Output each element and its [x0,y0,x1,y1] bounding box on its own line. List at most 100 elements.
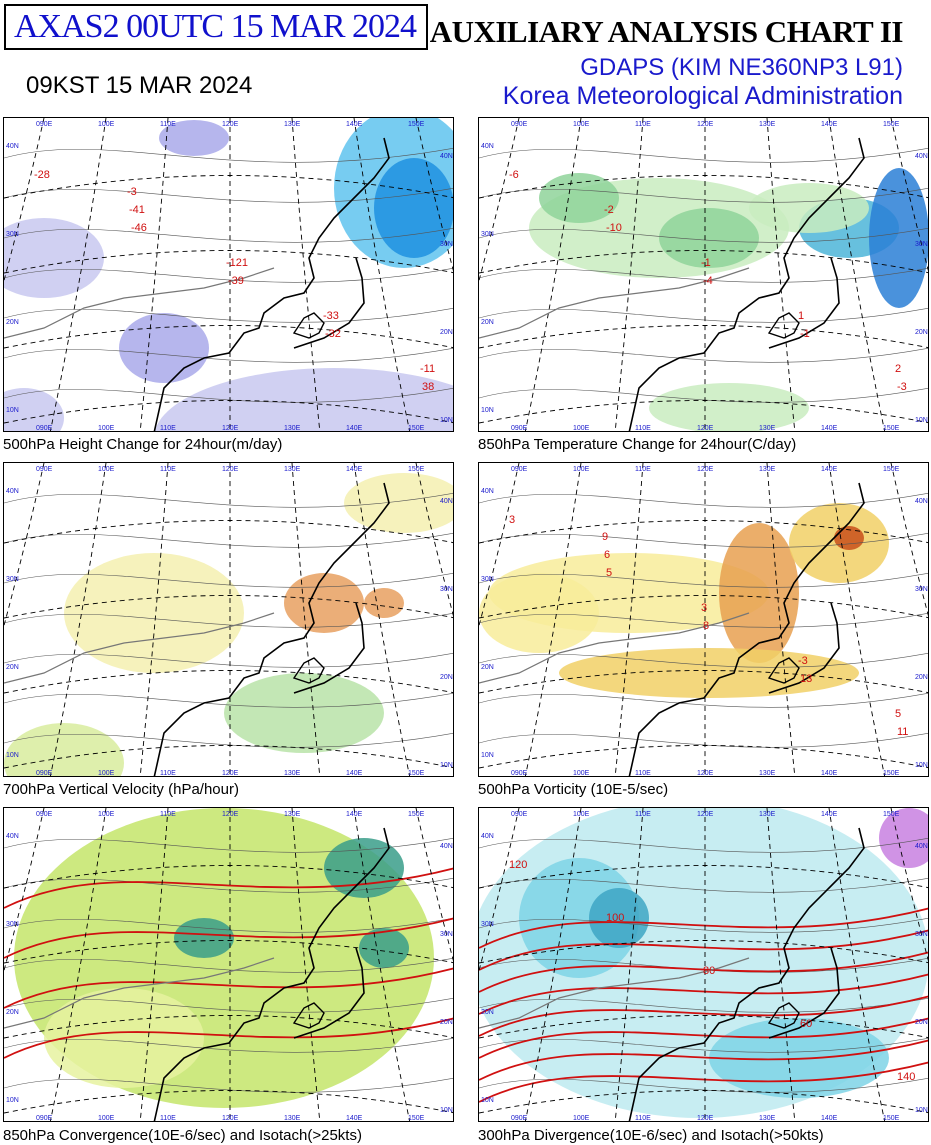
field-value-label: -3 [798,655,808,667]
latitude-label: 10N [481,1097,494,1104]
coastline [292,657,325,684]
parallel-line [479,175,928,199]
longitude-label: 150E [883,770,900,777]
longitude-label: 100E [98,770,115,777]
coastline [767,657,800,684]
latitude-label: 10N [481,407,494,414]
parallel-line [479,940,928,964]
contour-line [4,268,453,283]
longitude-label: 150E [408,1115,425,1122]
parallel-line [4,940,453,964]
longitude-label: 130E [759,770,776,777]
country-border [479,267,750,339]
map-canvas: 090E 090E 100E 100E 110E 110E 120E 120E 130E 130E… [479,463,928,777]
country-border [479,957,750,1029]
coastline [767,1002,800,1029]
contour-line [479,1038,928,1053]
shaded-field [879,808,928,868]
longitude-label: 110E [635,121,651,128]
shaded-field [44,988,204,1088]
contour-line [479,268,928,283]
coastline [628,137,865,431]
contour-line [479,653,928,668]
longitude-label: 090E [511,1115,528,1122]
coastline [767,312,800,339]
caption-temp-change: 850hPa Temperature Change for 24hour(C/d… [478,436,797,453]
parallel-line [479,520,928,544]
parallel-line [4,175,453,199]
map-panel-divergence[interactable]: 090E 090E 100E 100E 110E 110E 120E 120E 130E 130E… [478,807,929,1122]
longitude-label: 120E [222,121,239,128]
meridian-line [524,118,582,431]
field-value-label: -121 [226,257,248,269]
contour-line [4,878,453,893]
longitude-label: 110E [160,425,176,432]
shaded-field [4,388,64,431]
isotach-line [479,929,928,971]
isotach-line [479,1017,928,1059]
shaded-field [364,588,404,618]
longitude-label: 100E [573,425,590,432]
shaded-field [749,183,869,233]
map-panel-convergence[interactable]: 090E 090E 100E 100E 110E 110E 120E 120E 130E 130E… [3,807,454,1122]
field-value-label: 13 [800,673,812,685]
latitude-label: 10N [481,752,494,759]
isotach-line [479,1061,928,1103]
coastline [768,947,840,1039]
latitude-label: 30N [481,576,494,583]
longitude-label: 120E [697,811,714,818]
latitude-label: 10N [915,762,928,769]
longitude-label: 100E [573,811,590,818]
parallel-line [4,250,453,274]
meridian-line [479,463,520,628]
longitude-label: 110E [635,1115,651,1122]
longitude-label: 090E [511,425,528,432]
field-value-label: 5 [606,567,612,579]
caption-height-change: 500hPa Height Change for 24hour(m/day) [3,436,283,453]
isotach-line [479,951,928,993]
shaded-field [374,158,453,258]
map-canvas: 090E 090E 100E 100E 110E 110E 120E 120E 130E 130E… [4,463,453,777]
contour-line [479,388,928,403]
map-canvas: 090E 090E 100E 100E 110E 110E 120E 120E 130E 130E… [4,808,453,1122]
map-panel-vorticity[interactable]: 090E 090E 100E 100E 110E 110E 120E 120E 130E 130E… [478,462,929,777]
field-value-label: 60 [800,1018,812,1030]
latitude-label: 10N [440,417,453,424]
shaded-field [589,888,649,948]
latitude-label: 10N [915,1107,928,1114]
longitude-label: 150E [408,770,425,777]
map-panel-vertical-velocity[interactable]: 090E 090E 100E 100E 110E 110E 120E 120E 130E 130E… [3,462,454,777]
isotach-line [4,917,453,959]
longitude-label: 150E [408,811,425,818]
parallel-line [479,1015,928,1039]
meridian-line [4,808,45,973]
latitude-label: 40N [6,833,19,840]
parallel-line [479,325,928,349]
longitude-label: 140E [821,466,838,473]
map-panel-temp-change[interactable]: 090E 090E 100E 100E 110E 110E 120E 120E 130E 130E… [478,117,929,432]
field-value-label: 2 [895,363,901,375]
latitude-label: 10N [915,417,928,424]
longitude-label: 110E [160,811,176,818]
longitude-label: 140E [821,1115,838,1122]
contour-line [4,958,453,973]
longitude-label: 140E [821,121,838,128]
longitude-label: 100E [573,466,590,473]
parallel-line [4,1090,453,1114]
field-value-label: 6 [604,549,610,561]
latitude-label: 10N [440,1107,453,1114]
isotach-line [4,867,453,909]
contour-line [479,493,928,508]
longitude-label: 100E [573,770,590,777]
latitude-label: 30N [6,231,19,238]
parallel-line [4,745,453,769]
longitude-label: 120E [222,1115,239,1122]
shaded-field [64,553,244,673]
longitude-label: 120E [697,466,714,473]
latitude-label: 20N [915,1019,928,1026]
field-value-label: -46 [131,222,147,234]
coastline [292,1002,325,1029]
map-panel-height-change[interactable]: 090E 090E 100E 100E 110E 110E 120E 120E 130E 130E… [3,117,454,432]
latitude-label: 20N [6,319,19,326]
field-value-label: -41 [129,204,145,216]
